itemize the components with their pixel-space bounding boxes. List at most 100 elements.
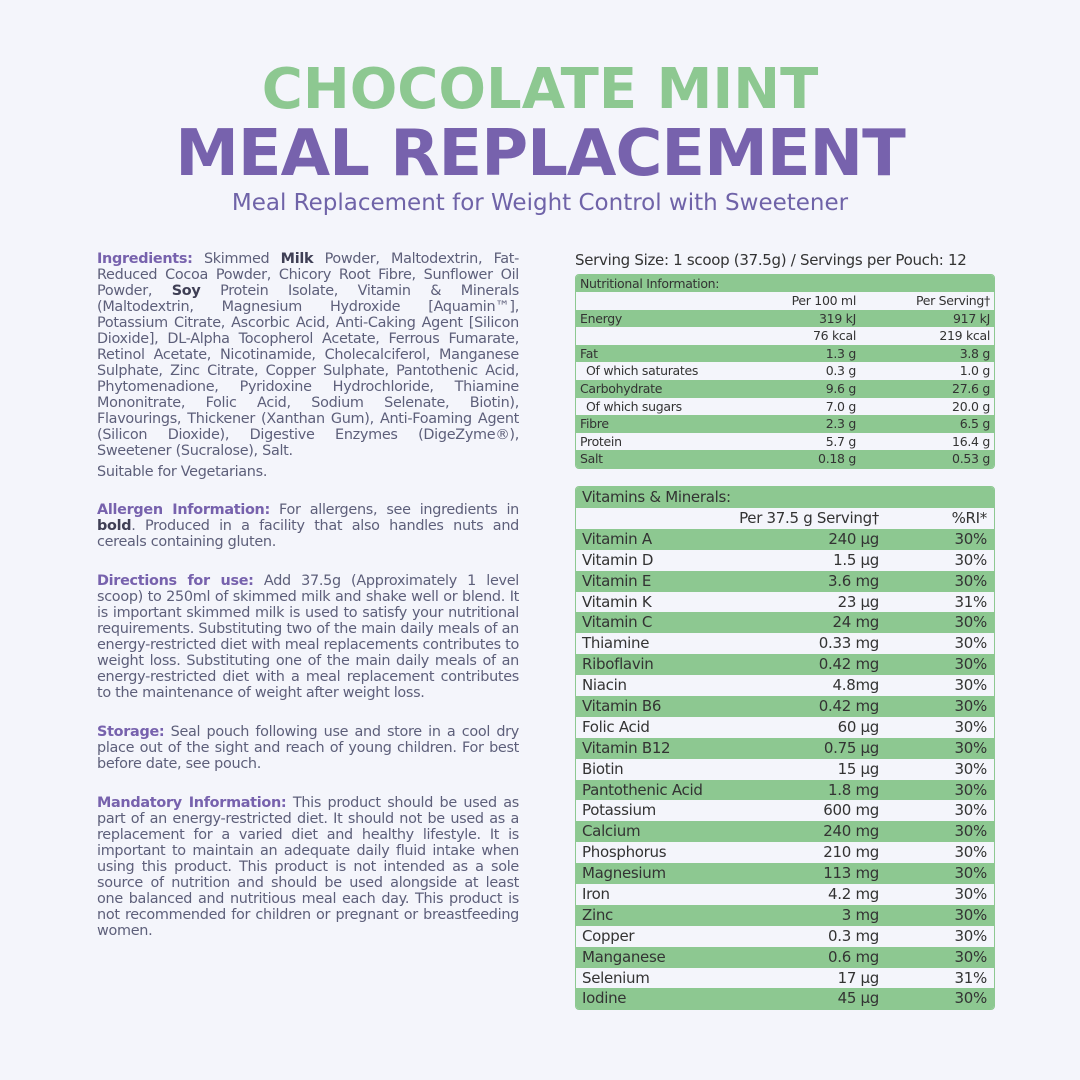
nutrition-name: Protein <box>580 433 622 449</box>
nutrition-value-a: 0.3 g <box>825 363 857 379</box>
vitamins-value-a: 1.8 mg <box>828 780 879 799</box>
vitamins-value-b: 31% <box>954 592 988 611</box>
directions-label: Directions for use: <box>97 573 254 589</box>
directions-section: Directions for use: Add 37.5g (Approxima… <box>97 573 519 701</box>
vitamins-value-b: 31% <box>954 968 988 987</box>
nutrition-col-per-100ml: Per 100 ml <box>791 293 857 308</box>
vitamins-value-a: 4.8mg <box>832 676 880 695</box>
allergen-soy: Soy <box>171 283 201 299</box>
vitamins-name: Niacin <box>582 676 627 695</box>
vitamins-value-a: 0.75 µg <box>823 738 879 757</box>
nutrition-name: Energy <box>580 310 622 326</box>
vitamins-name: Vitamin B6 <box>582 697 662 716</box>
vitamins-row: Selenium 17 µg 31% <box>576 968 994 989</box>
product-information-column: Ingredients: Skimmed Milk Powder, Maltod… <box>97 251 519 939</box>
vitamins-row: Zinc 3 mg 30% <box>576 904 994 926</box>
nutrition-value-b: 219 kcal <box>939 328 990 344</box>
vitamins-row: Potassium 600 mg 30% <box>576 800 994 821</box>
nutrition-name: Of which sugars <box>586 398 682 414</box>
vitamins-name: Vitamin D <box>582 550 654 569</box>
nutrition-row: Of which sugars 7.0 g 20.0 g <box>576 398 994 416</box>
vitamins-value-b: 30% <box>954 926 988 945</box>
vitamins-value-a: 0.33 mg <box>818 634 880 653</box>
vitamins-value-a: 3.6 mg <box>828 571 879 590</box>
vitamins-name: Selenium <box>582 968 650 987</box>
vitamins-row: Iodine 45 µg 30% <box>576 988 994 1010</box>
vitamins-value-a: 4.2 mg <box>828 885 879 904</box>
nutrition-row: Fibre 2.3 g 6.5 g <box>576 415 994 433</box>
directions-text: Add 37.5g (Approximately 1 level scoop) … <box>97 573 519 701</box>
vegetarian-note: Suitable for Vegetarians. <box>97 464 268 480</box>
nutrition-row: Of which saturates 0.3 g 1.0 g <box>576 362 994 380</box>
nutrition-value-b: 917 kJ <box>953 310 990 326</box>
vitamins-row: Vitamin A 240 µg 30% <box>576 528 994 550</box>
ingredients-text-2: Powder, Maltodextrin, Fat-Reduced Cocoa … <box>97 251 520 299</box>
vitamins-value-a: 24 mg <box>832 613 880 632</box>
vitamins-value-b: 30% <box>954 529 988 548</box>
vitamins-value-a: 23 µg <box>837 592 880 611</box>
nutrition-table: Nutritional Information: Per 100 ml Per … <box>575 274 995 469</box>
nutrition-value-b: 3.8 g <box>959 345 991 361</box>
vitamins-value-b: 30% <box>954 780 988 799</box>
product-title: CHOCOLATE MINT <box>261 57 819 122</box>
vitamins-row: Phosphorus 210 mg 30% <box>576 842 994 863</box>
vitamins-name: Iodine <box>582 989 627 1008</box>
nutrition-value-a: 2.3 g <box>825 416 857 432</box>
nutrition-value-a: 9.6 g <box>825 380 857 396</box>
vitamins-value-b: 30% <box>954 550 988 569</box>
vitamins-table-title: Vitamins & Minerals: <box>576 487 994 508</box>
nutrition-value-b: 0.53 g <box>952 451 990 467</box>
vitamins-value-b: 30% <box>954 697 988 716</box>
vitamins-value-a: 0.3 mg <box>828 926 879 945</box>
vitamins-value-b: 30% <box>954 613 988 632</box>
vitamins-value-b: 30% <box>954 864 988 883</box>
vitamins-value-b: 30% <box>954 676 988 695</box>
vitamins-value-b: 30% <box>954 843 988 862</box>
nutrition-value-a: 76 kcal <box>812 328 856 344</box>
mandatory-section: Mandatory Information: This product shou… <box>97 795 519 939</box>
serving-size: Serving Size: 1 scoop (37.5g) / Servings… <box>575 251 967 269</box>
nutrition-row: Protein 5.7 g 16.4 g <box>576 433 994 451</box>
vitamins-name: Vitamin C <box>582 613 653 632</box>
vitamins-name: Vitamin B12 <box>582 738 671 757</box>
storage-section: Storage: Seal pouch following use and st… <box>97 724 519 772</box>
vitamins-value-a: 45 µg <box>837 989 880 1008</box>
allergen-milk: Milk <box>280 251 314 267</box>
vitamins-value-a: 0.6 mg <box>828 947 879 966</box>
vitamins-col-ri: %RI* <box>951 509 988 527</box>
vitamins-name: Calcium <box>582 822 641 841</box>
vitamins-header-row: Per 37.5 g Serving† %RI* <box>576 508 994 529</box>
allergen-bold-word: bold <box>97 518 132 534</box>
nutrition-name: Salt <box>580 451 603 467</box>
vitamins-value-a: 210 mg <box>823 843 879 862</box>
vitamins-value-a: 0.42 mg <box>818 697 880 716</box>
product-type-title: MEAL REPLACEMENT <box>175 117 906 191</box>
nutrition-value-b: 1.0 g <box>959 363 991 379</box>
nutrition-row: Carbohydrate 9.6 g 27.6 g <box>576 379 994 398</box>
nutrition-name: Fat <box>580 345 598 361</box>
vitamins-row: Vitamin B6 0.42 mg 30% <box>576 696 994 717</box>
nutrition-row: Salt 0.18 g 0.53 g <box>576 450 994 468</box>
vitamins-name: Biotin <box>582 759 624 778</box>
vitamins-value-a: 60 µg <box>837 717 880 736</box>
nutrition-value-a: 0.18 g <box>818 451 856 467</box>
vitamins-value-b: 30% <box>954 947 988 966</box>
vitamins-name: Pantothenic Acid <box>582 780 703 799</box>
vitamins-row: Thiamine 0.33 mg 30% <box>576 633 994 654</box>
mandatory-label: Mandatory Information: <box>97 795 287 811</box>
vitamins-name: Thiamine <box>582 634 650 653</box>
nutrition-col-per-serving: Per Serving† <box>915 293 990 308</box>
vitamins-value-a: 0.42 mg <box>818 655 880 674</box>
vitamins-name: Phosphorus <box>582 843 667 862</box>
vitamins-value-b: 30% <box>954 905 988 924</box>
nutrition-value-b: 6.5 g <box>959 416 991 432</box>
nutrition-value-b: 20.0 g <box>952 398 990 414</box>
nutrition-name: Of which saturates <box>586 363 699 379</box>
vitamins-row: Vitamin K 23 µg 31% <box>576 592 994 613</box>
vitamins-name: Vitamin E <box>582 571 652 590</box>
ingredients-section: Ingredients: Skimmed Milk Powder, Maltod… <box>97 251 519 459</box>
allergen-label: Allergen Information: <box>97 502 270 518</box>
vitamins-value-a: 240 mg <box>823 822 879 841</box>
vitamins-value-a: 17 µg <box>837 968 880 987</box>
vitamins-value-b: 30% <box>954 759 988 778</box>
